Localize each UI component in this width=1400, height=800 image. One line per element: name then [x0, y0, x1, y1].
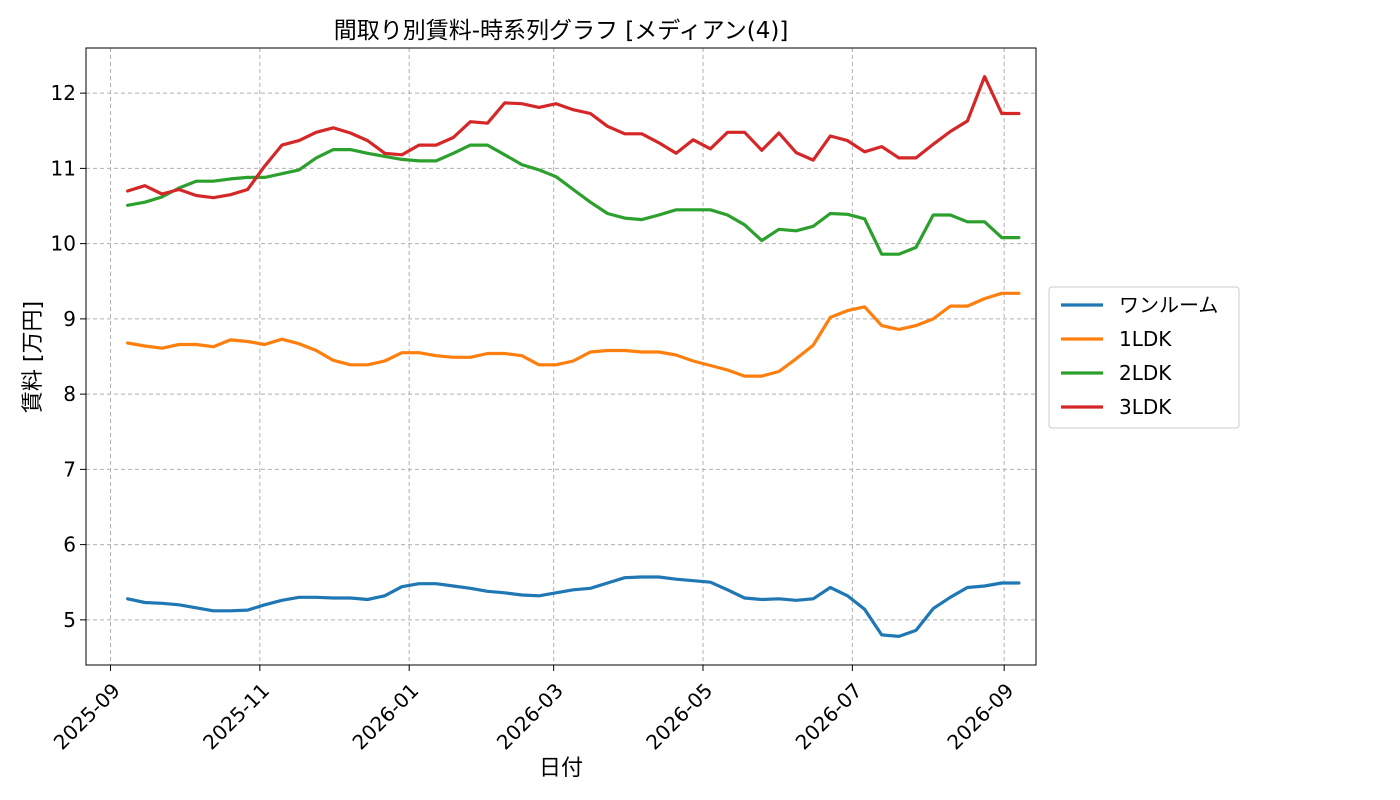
y-tick-label: 10	[51, 232, 76, 256]
y-tick-label: 8	[63, 382, 76, 406]
chart-title: 間取り別賃料-時系列グラフ [メディアン(4)]	[334, 18, 789, 44]
y-tick-label: 5	[63, 608, 76, 632]
y-tick-label: 12	[51, 81, 76, 105]
legend-label: 1LDK	[1119, 327, 1172, 351]
legend: ワンルーム 1LDK 2LDK 3LDK	[1048, 286, 1240, 429]
y-axis-title: 賃料 [万円]	[21, 301, 46, 413]
plot-frame	[85, 47, 1037, 666]
series-line-0	[125, 575, 1021, 639]
legend-box	[1048, 286, 1240, 429]
y-axis: 5 6 7 8 9 10 11 12	[51, 81, 86, 632]
series-line-3	[125, 74, 1021, 200]
legend-label: 2LDK	[1119, 361, 1172, 385]
y-tick-label: 11	[51, 156, 76, 180]
legend-label: 3LDK	[1119, 395, 1172, 419]
x-axis-title: 日付	[539, 756, 583, 781]
series-line-1	[125, 291, 1021, 378]
series-line-2	[125, 143, 1021, 256]
y-tick-label: 9	[63, 307, 76, 331]
legend-label: ワンルーム	[1119, 293, 1218, 317]
y-tick-label: 7	[63, 457, 76, 481]
y-tick-label: 6	[63, 533, 76, 557]
series-lines	[125, 74, 1021, 639]
